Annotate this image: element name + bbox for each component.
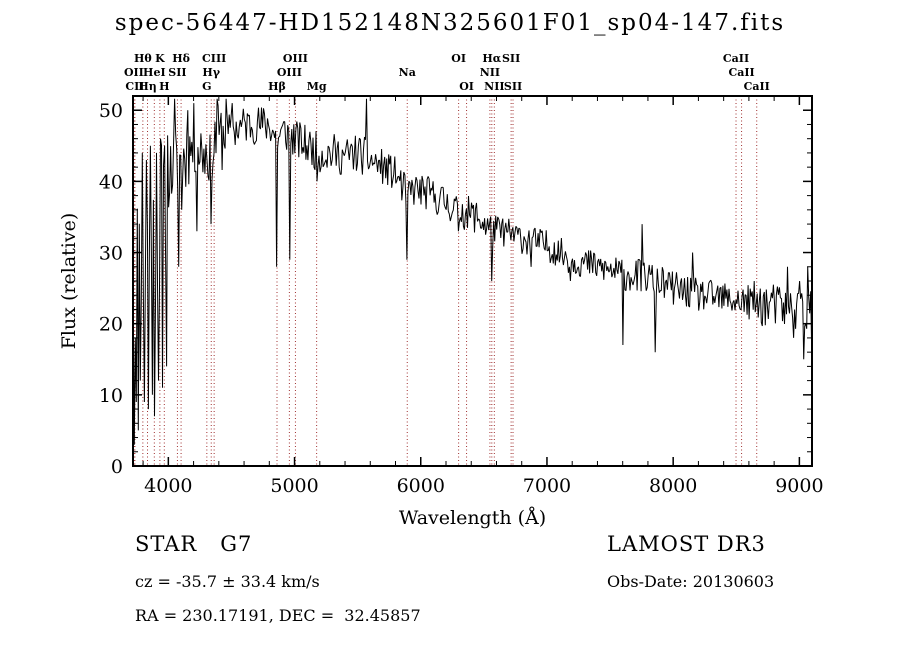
svg-text:Hγ: Hγ (202, 66, 220, 79)
svg-text:Hα: Hα (482, 52, 501, 65)
svg-text:OI: OI (451, 52, 466, 65)
svg-text:CaII: CaII (744, 80, 770, 93)
svg-text:10: 10 (99, 385, 123, 407)
svg-text:OI: OI (459, 80, 474, 93)
svg-text:NII: NII (484, 80, 504, 93)
svg-text:8000: 8000 (649, 475, 697, 497)
plot-title: spec-56447-HD152148N325601F01_sp04-147.f… (114, 10, 786, 36)
object-class: STAR G7 (135, 532, 253, 556)
svg-text:Hθ: Hθ (134, 52, 152, 65)
svg-text:CaII: CaII (728, 66, 754, 79)
svg-text:SII: SII (502, 52, 520, 65)
cz-value: cz = -35.7 ± 33.4 km/s (135, 572, 320, 591)
svg-text:H: H (159, 80, 169, 93)
svg-text:50: 50 (99, 100, 123, 122)
svg-text:20: 20 (99, 314, 123, 336)
svg-text:SII: SII (168, 66, 186, 79)
svg-text:7000: 7000 (523, 475, 571, 497)
svg-text:5000: 5000 (270, 475, 318, 497)
svg-text:Hβ: Hβ (268, 80, 286, 93)
svg-text:30: 30 (99, 243, 123, 265)
svg-text:Hη: Hη (138, 80, 156, 93)
svg-text:OIII: OIII (277, 66, 302, 79)
svg-text:Flux (relative): Flux (relative) (58, 213, 80, 350)
ra-dec: RA = 230.17191, DEC = 32.45857 (135, 606, 421, 625)
svg-text:4000: 4000 (144, 475, 192, 497)
svg-text:OIII: OIII (283, 52, 308, 65)
svg-text:6000: 6000 (397, 475, 445, 497)
svg-text:CIII: CIII (202, 52, 226, 65)
svg-text:SII: SII (504, 80, 522, 93)
svg-text:K: K (155, 52, 165, 65)
svg-text:9000: 9000 (775, 475, 823, 497)
svg-text:CaII: CaII (723, 52, 749, 65)
obs-date: Obs-Date: 20130603 (607, 572, 775, 591)
svg-text:OII: OII (124, 66, 144, 79)
svg-text:40: 40 (99, 171, 123, 193)
svg-text:Hδ: Hδ (172, 52, 190, 65)
svg-text:Na: Na (399, 66, 416, 79)
svg-text:CII: CII (125, 80, 144, 93)
svg-text:Wavelength (Å): Wavelength (Å) (399, 507, 546, 529)
svg-text:Mg: Mg (307, 80, 327, 93)
svg-text:HeI: HeI (143, 66, 166, 79)
svg-text:G: G (202, 80, 211, 93)
svg-text:NII: NII (480, 66, 500, 79)
survey-name: LAMOST DR3 (607, 532, 766, 556)
svg-text:0: 0 (111, 456, 123, 478)
